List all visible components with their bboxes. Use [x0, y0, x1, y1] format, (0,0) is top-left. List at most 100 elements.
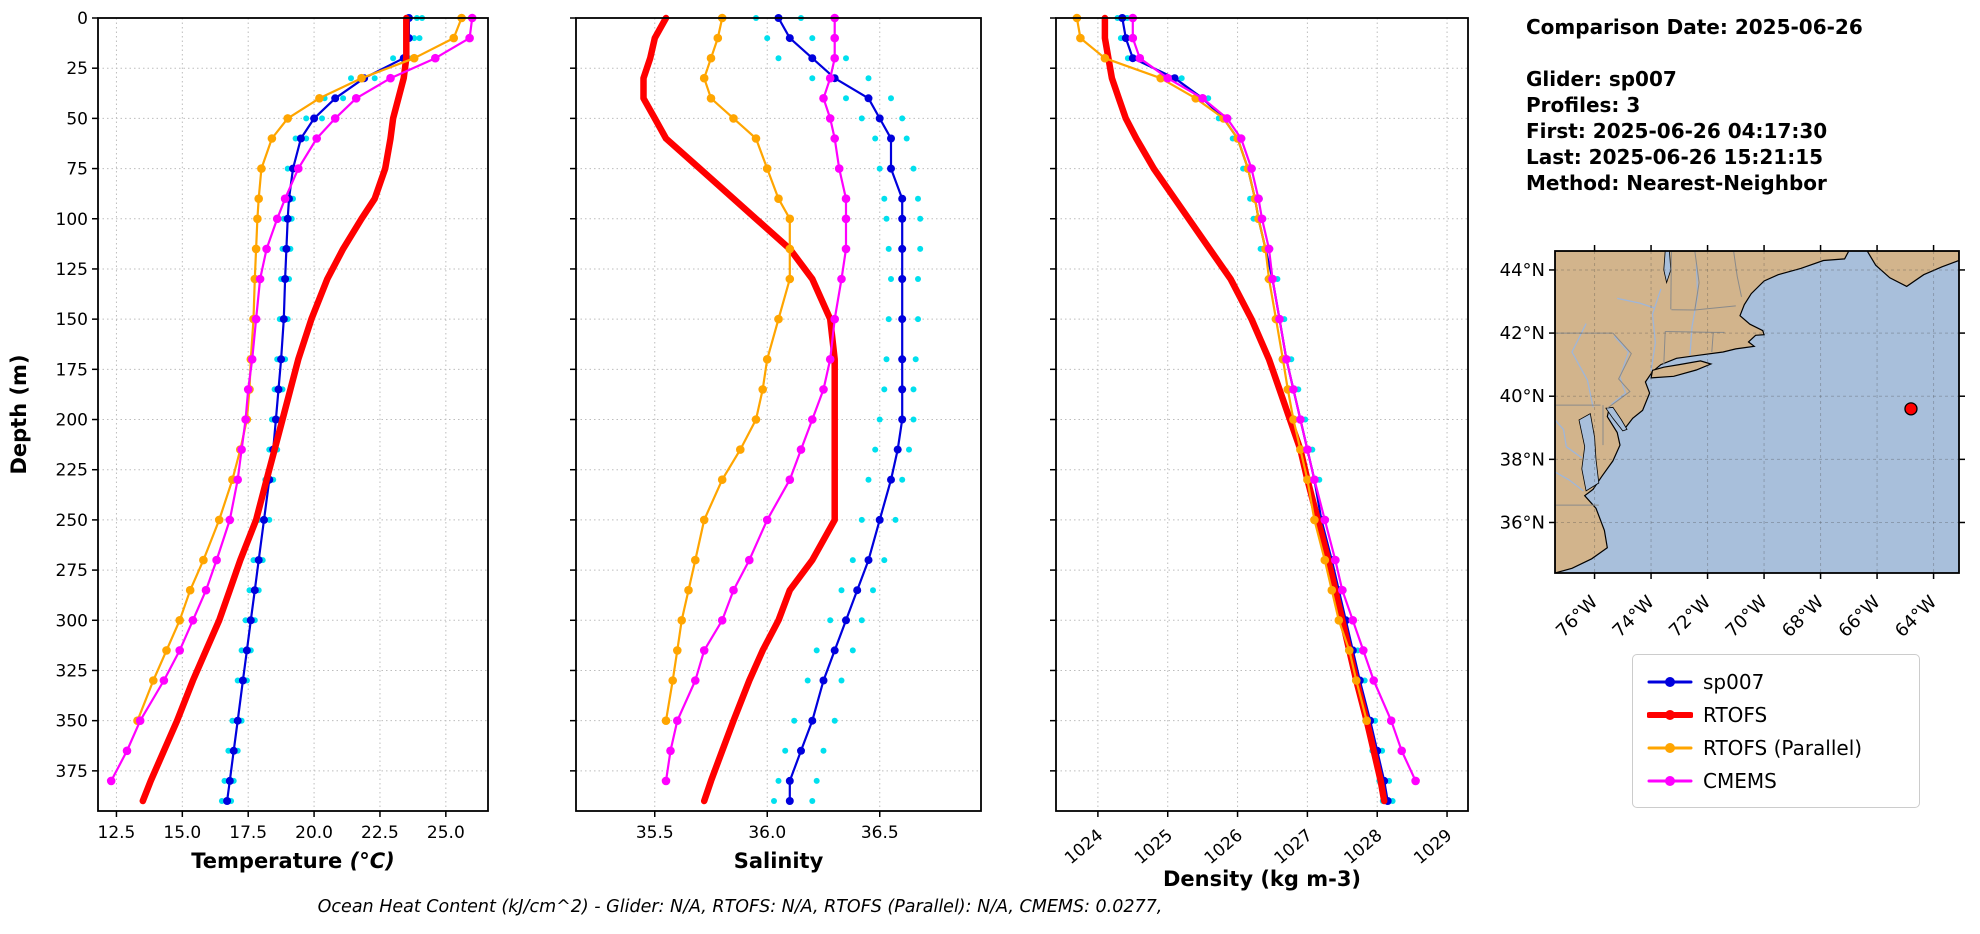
- plot-background: [576, 18, 981, 811]
- legend-label: RTOFS: [1703, 702, 1768, 727]
- x-axis-ticks: 12.5 15.0 17.5 20.0 22.5 25.0: [98, 811, 465, 843]
- svg-text:74°W: 74°W: [1609, 592, 1659, 642]
- gridlines: [576, 17, 981, 811]
- plot-frame: [575, 17, 982, 812]
- y-axis-ticks: [570, 17, 576, 772]
- svg-text:22.5: 22.5: [361, 823, 399, 843]
- svg-text:36.5: 36.5: [861, 823, 899, 843]
- svg-text:25.0: 25.0: [427, 823, 465, 843]
- svg-text:250: 250: [56, 511, 88, 531]
- svg-text:36°N: 36°N: [1500, 512, 1545, 533]
- gridlines: [1056, 17, 1468, 811]
- density-profile-chart: 1024 1025 1026 1027 1028 1029 Density (kg m-3): [1050, 13, 1469, 891]
- svg-text:44°N: 44°N: [1500, 260, 1545, 281]
- map-river: [1571, 323, 1594, 408]
- svg-text:1028: 1028: [1340, 826, 1386, 869]
- series-glider-obs-a: [798, 15, 924, 804]
- temperature-profile-chart: 12.5 15.0 17.5 20.0 22.5 25.0 0 25 50 75 100 125 150…: [7, 9, 489, 873]
- y-axis-ticks: [1050, 17, 1056, 772]
- legend-item-rtofs-parallel: RTOFS (Parallel): [1647, 731, 1905, 764]
- series-CMEMS: [1128, 13, 1420, 786]
- svg-text:42°N: 42°N: [1500, 323, 1545, 344]
- svg-text:25: 25: [66, 59, 88, 79]
- svg-text:50: 50: [66, 109, 88, 129]
- map-river: [1650, 288, 1662, 372]
- map-graticule: [1555, 251, 1959, 573]
- x-axis-label: Density (kg m-3): [1163, 867, 1361, 891]
- legend-line-rtofs-icon: [1647, 709, 1693, 720]
- legend: sp007 RTOFS RTOFS (Parallel) CMEMS: [1632, 654, 1920, 808]
- series-RTOFS (Parallel): [661, 13, 795, 725]
- ocean-heat-content-caption: Ocean Heat Content (kJ/cm^2) - Glider: N…: [317, 897, 1163, 917]
- svg-text:375: 375: [56, 762, 88, 782]
- x-axis-label: Salinity: [734, 849, 824, 873]
- map-river: [1689, 263, 1699, 356]
- map-ticks: [1549, 245, 1965, 579]
- legend-label: RTOFS (Parallel): [1703, 735, 1863, 760]
- legend-label: CMEMS: [1703, 768, 1777, 793]
- map-state-border: [1694, 251, 1700, 311]
- map-state-border: [1665, 331, 1725, 333]
- map-land: [1866, 251, 1959, 288]
- map-river: [1611, 335, 1630, 405]
- map-state-border: [1670, 251, 1672, 310]
- svg-text:150: 150: [56, 310, 88, 330]
- map-state-border: [1711, 333, 1714, 353]
- svg-text:64°W: 64°W: [1891, 592, 1941, 642]
- y-axis-ticks: 0 25 50 75 100 125 150 175 200 225 250 275 300 325 350…: [56, 9, 98, 782]
- svg-text:1025: 1025: [1131, 826, 1177, 869]
- svg-text:38°N: 38°N: [1500, 449, 1545, 470]
- map-frame: [1554, 250, 1960, 574]
- plot-frame: [97, 17, 489, 812]
- method-text: Method: Nearest-Neighbor: [1526, 171, 1827, 195]
- svg-text:200: 200: [56, 411, 88, 431]
- x-axis-ticks: 1024 1025 1026 1027 1028 1029: [1061, 811, 1456, 869]
- map-layers: [1555, 251, 1959, 573]
- map-state-border: [1607, 332, 1632, 409]
- legend-line-rtofs-parallel-icon: [1647, 742, 1693, 753]
- map-state-border: [1663, 331, 1666, 365]
- svg-text:70°W: 70°W: [1722, 592, 1772, 642]
- location-map: 44°N 42°N 40°N 38°N 36°N 76°W 74°W 72°W 70°W 68°W…: [1500, 245, 1965, 642]
- svg-text:1024: 1024: [1061, 826, 1107, 869]
- svg-text:350: 350: [56, 712, 88, 732]
- plot-background: [1056, 18, 1468, 811]
- svg-text:100: 100: [56, 210, 88, 230]
- svg-text:75: 75: [66, 160, 88, 180]
- map-river: [1555, 471, 1584, 492]
- series-RTOFS: [640, 14, 838, 805]
- svg-text:12.5: 12.5: [98, 823, 136, 843]
- series-sp007: [774, 14, 907, 805]
- salinity-profile-chart: 35.5 36.0 36.5 Salinity: [570, 13, 982, 873]
- glider-position-marker: [1904, 402, 1918, 416]
- legend-item-cmems: CMEMS: [1647, 764, 1905, 797]
- series-RTOFS: [139, 14, 410, 805]
- last-profile-time-text: Last: 2025-06-26 15:21:15: [1526, 145, 1824, 169]
- svg-text:325: 325: [56, 661, 88, 681]
- legend-label: sp007: [1703, 669, 1765, 694]
- series-glider-obs-b: [753, 15, 894, 804]
- map-water-body: [1605, 406, 1628, 432]
- y-axis-label: Depth (m): [7, 354, 31, 474]
- x-axis-ticks: 35.5 36.0 36.5: [636, 811, 899, 843]
- map-water-body: [1663, 251, 1672, 285]
- glider-name-text: Glider: sp007: [1526, 67, 1677, 91]
- series-CMEMS: [106, 13, 477, 786]
- svg-text:35.5: 35.5: [636, 823, 674, 843]
- plot-frame: [1055, 17, 1469, 812]
- map-land: [1650, 360, 1713, 379]
- svg-text:125: 125: [56, 260, 88, 280]
- svg-text:300: 300: [56, 611, 88, 631]
- svg-text:15.0: 15.0: [163, 823, 201, 843]
- legend-item-sp007: sp007: [1647, 665, 1905, 698]
- svg-text:225: 225: [56, 461, 88, 481]
- svg-text:275: 275: [56, 561, 88, 581]
- x-axis-label: Temperature (°C): [191, 849, 394, 873]
- profiles-count-text: Profiles: 3: [1526, 93, 1641, 117]
- series-CMEMS: [661, 13, 851, 786]
- svg-text:1027: 1027: [1271, 826, 1317, 869]
- comparison-date-text: Comparison Date: 2025-06-26: [1526, 15, 1863, 39]
- svg-text:40°N: 40°N: [1500, 386, 1545, 407]
- legend-line-cmems-icon: [1647, 775, 1693, 786]
